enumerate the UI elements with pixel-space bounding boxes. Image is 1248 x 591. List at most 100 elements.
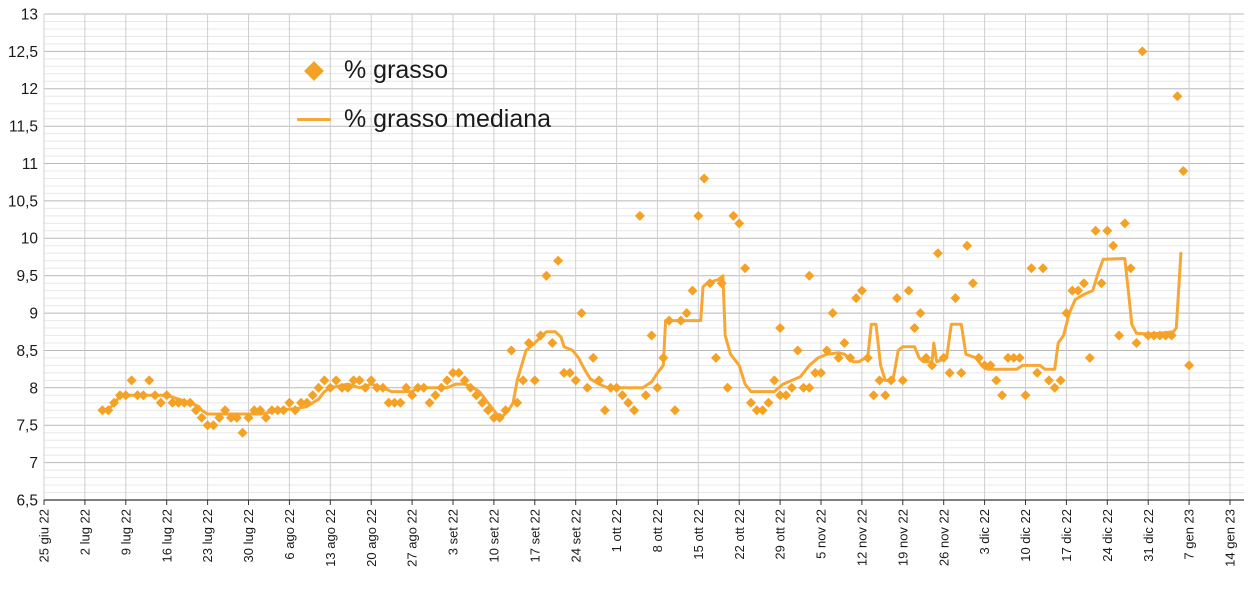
scatter-point	[243, 412, 254, 423]
y-tick-label: 12	[21, 81, 38, 98]
y-minor-gridlines	[44, 21, 1244, 493]
scatter-point	[775, 390, 786, 401]
scatter-point	[792, 345, 803, 356]
scatter-point	[1119, 218, 1130, 229]
scatter-point	[687, 285, 698, 296]
scatter-point	[401, 382, 412, 393]
scatter-point	[518, 375, 529, 386]
x-tick-label: 6 ago 22	[282, 509, 297, 560]
scatter-point	[623, 397, 634, 408]
scatter-point	[331, 375, 342, 386]
scatter-point	[798, 382, 809, 393]
scatter-point	[576, 308, 587, 319]
scatter-point	[1096, 278, 1107, 289]
scatter-point	[342, 382, 353, 393]
scatter-point	[722, 382, 733, 393]
scatter-point	[477, 397, 488, 408]
scatter-point	[967, 278, 978, 289]
x-tick-label: 7 gen 23	[1182, 509, 1197, 560]
scatter-point	[839, 338, 850, 348]
scatter-point	[1149, 330, 1159, 341]
scatter-point	[547, 338, 558, 348]
scatter-point	[699, 173, 710, 184]
scatter-point	[950, 293, 961, 304]
scatter-point	[886, 375, 897, 386]
scatter-point	[810, 367, 821, 378]
chart-legend: % grasso % grasso mediana	[296, 56, 551, 134]
scatter-point	[1014, 352, 1025, 363]
scatter-point	[973, 352, 984, 363]
diamond-swatch-icon	[296, 60, 332, 81]
scatter-point	[167, 397, 178, 408]
scatter-point	[804, 270, 815, 281]
y-tick-label: 8	[29, 380, 38, 397]
y-tick-label: 11,5	[9, 119, 38, 136]
scatter-point	[938, 352, 949, 363]
scatter-point	[1078, 278, 1089, 289]
scatter-point	[319, 375, 330, 386]
scatter-point	[366, 375, 377, 386]
scatter-point	[991, 375, 1002, 386]
y-major-gridlines	[44, 13, 1244, 501]
scatter-point	[541, 270, 552, 281]
scatter-point	[325, 382, 336, 393]
scatter-point	[728, 210, 739, 221]
x-tick-label: 25 giu 22	[37, 509, 52, 563]
scatter-point	[716, 278, 727, 289]
scatter-point	[1020, 390, 1031, 401]
scatter-point	[453, 367, 464, 378]
scatter-point	[921, 352, 932, 363]
scatter-point	[1166, 330, 1177, 341]
x-tick-label: 10 dic 22	[1018, 509, 1033, 562]
scatter-point	[1178, 166, 1189, 176]
y-tick-label: 6,5	[16, 492, 38, 509]
y-tick-label: 10	[21, 231, 39, 248]
scatter-point	[833, 352, 844, 363]
scatter-point	[775, 323, 786, 333]
scatter-point	[529, 375, 540, 386]
x-tick-label: 10 set 22	[486, 509, 501, 563]
scatter-point	[757, 405, 768, 416]
scatter-point	[202, 420, 213, 431]
scatter-point	[1160, 330, 1171, 341]
y-tick-label: 13	[21, 6, 38, 23]
x-tick-label: 22 ott 22	[732, 509, 747, 560]
legend-label-grasso-mediana: % grasso mediana	[344, 105, 552, 133]
scatter-point	[115, 390, 125, 401]
scatter-point	[436, 382, 447, 393]
scatter-point	[827, 308, 838, 319]
scatter-point	[1049, 382, 1060, 393]
scatter-point	[599, 405, 610, 416]
scatter-point	[1125, 263, 1136, 274]
x-tick-label: 24 dic 22	[1100, 509, 1115, 562]
scatter-point	[407, 390, 418, 401]
scatter-point	[500, 405, 511, 416]
x-tick-label: 14 gen 23	[1223, 509, 1238, 567]
line-marker	[297, 118, 331, 121]
scatter-point	[249, 405, 260, 416]
scatter-point	[1114, 330, 1124, 341]
scatter-point	[944, 367, 955, 378]
scatter-point	[354, 375, 365, 386]
scatter-point	[664, 315, 675, 326]
scatter-point	[710, 352, 721, 363]
scatter-point	[804, 382, 815, 393]
y-tick-label: 11	[22, 156, 38, 173]
scatter-point	[681, 308, 692, 319]
scatter-point	[226, 412, 236, 423]
scatter-point	[301, 397, 312, 408]
scatter-point	[1137, 46, 1148, 57]
scatter-point	[97, 405, 108, 416]
scatter-point	[979, 360, 990, 371]
scatter-point	[851, 293, 862, 304]
scatter-point	[196, 412, 207, 423]
scatter-point	[1143, 330, 1154, 341]
scatter-point	[348, 375, 359, 386]
scatter-point	[1061, 308, 1072, 319]
scatter-point	[161, 390, 172, 401]
diamond-marker	[304, 60, 324, 81]
x-tick-label: 13 ago 22	[323, 509, 338, 567]
scatter-point	[594, 375, 604, 386]
scatter-point	[144, 375, 155, 386]
